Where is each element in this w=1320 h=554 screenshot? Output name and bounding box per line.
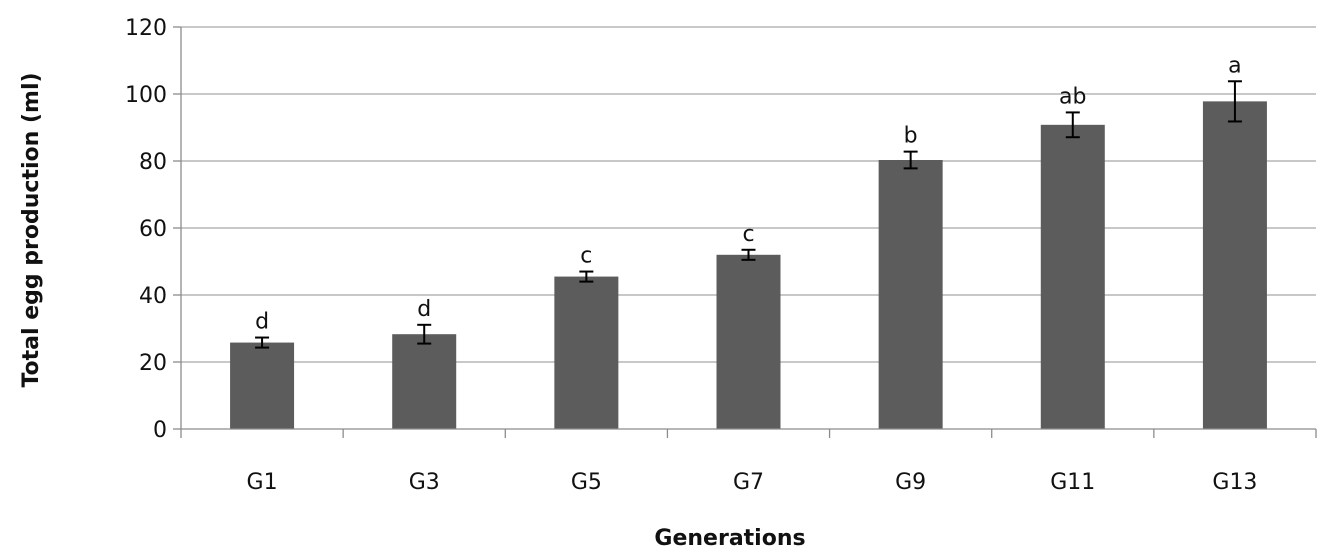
error-bar-G11	[1065, 111, 1080, 139]
x-tick-label-G13: G13	[1212, 470, 1257, 495]
y-axis-title: Total egg production (ml)	[19, 72, 44, 387]
error-bar-G7	[741, 248, 756, 261]
error-bar-G1	[255, 336, 270, 349]
x-tick-label-G1: G1	[247, 470, 278, 495]
y-tick-label: 120	[125, 16, 167, 41]
x-tick-label-G5: G5	[571, 470, 602, 495]
significance-letter-G1: d	[255, 310, 269, 335]
significance-letter-G11: ab	[1059, 84, 1086, 109]
x-tick-label-G9: G9	[895, 470, 926, 495]
y-tick-label: 100	[125, 83, 167, 108]
y-tick-label: 80	[139, 150, 167, 175]
significance-letter-G9: b	[904, 124, 918, 149]
y-tick-label: 0	[153, 418, 167, 443]
error-bar-G9	[903, 150, 918, 170]
bar-G9	[878, 159, 943, 429]
significance-labels: d d c c b ab a	[255, 53, 1242, 334]
bar-G7	[716, 254, 781, 429]
error-bar-G5	[579, 270, 594, 283]
y-tick-labels: 0 20 40 60 80 100 120	[125, 16, 167, 443]
x-tick-labels: G1 G3 G5 G7 G9 G11 G13	[247, 470, 1258, 495]
bar-G11	[1040, 124, 1105, 429]
bar-G5	[554, 276, 619, 429]
error-bar-G13	[1227, 80, 1242, 123]
bar-G1	[230, 342, 295, 429]
y-tick-label: 40	[139, 284, 167, 309]
significance-letter-G5: c	[580, 244, 592, 269]
significance-letter-G13: a	[1228, 53, 1241, 78]
x-axis-title: Generations	[654, 526, 805, 551]
bar-G13	[1202, 101, 1267, 430]
x-tick-label-G3: G3	[409, 470, 440, 495]
x-tick-label-G7: G7	[733, 470, 764, 495]
error-bar-G3	[417, 323, 432, 345]
significance-letter-G3: d	[417, 297, 431, 322]
axes	[173, 26, 1317, 438]
significance-letter-G7: c	[742, 222, 754, 247]
bars	[230, 101, 1267, 430]
error-bars	[255, 80, 1242, 349]
y-tick-label: 60	[139, 217, 167, 242]
x-tick-label-G11: G11	[1050, 470, 1095, 495]
y-tick-label: 20	[139, 351, 167, 376]
gridlines	[181, 26, 1316, 363]
bar-G3	[392, 334, 457, 429]
